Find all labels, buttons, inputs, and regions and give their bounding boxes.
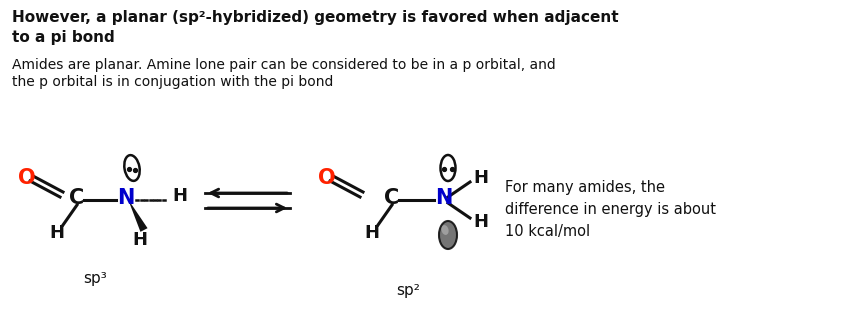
Text: to a pi bond: to a pi bond: [12, 30, 115, 45]
Text: sp²: sp²: [396, 282, 420, 298]
Text: the p orbital is in conjugation with the pi bond: the p orbital is in conjugation with the…: [12, 75, 333, 89]
Text: O: O: [18, 168, 36, 188]
Text: O: O: [318, 168, 336, 188]
Text: H: H: [473, 213, 488, 231]
Text: H: H: [50, 224, 64, 242]
Text: H: H: [133, 231, 147, 249]
Text: For many amides, the
difference in energy is about
10 kcal/mol: For many amides, the difference in energ…: [505, 180, 716, 239]
Text: H: H: [473, 169, 488, 187]
Text: Amides are planar. Amine lone pair can be considered to be in a p orbital, and: Amides are planar. Amine lone pair can b…: [12, 58, 556, 72]
Text: N: N: [117, 188, 135, 208]
Text: H: H: [365, 224, 380, 242]
Text: C: C: [384, 188, 399, 208]
Text: N: N: [435, 188, 453, 208]
Polygon shape: [129, 203, 147, 232]
Text: H: H: [172, 187, 187, 205]
Text: However, a planar (sp²-hybridized) geometry is favored when adjacent: However, a planar (sp²-hybridized) geome…: [12, 10, 618, 25]
Text: C: C: [69, 188, 85, 208]
Text: sp³: sp³: [83, 271, 107, 286]
Ellipse shape: [442, 225, 448, 235]
Ellipse shape: [439, 221, 457, 249]
